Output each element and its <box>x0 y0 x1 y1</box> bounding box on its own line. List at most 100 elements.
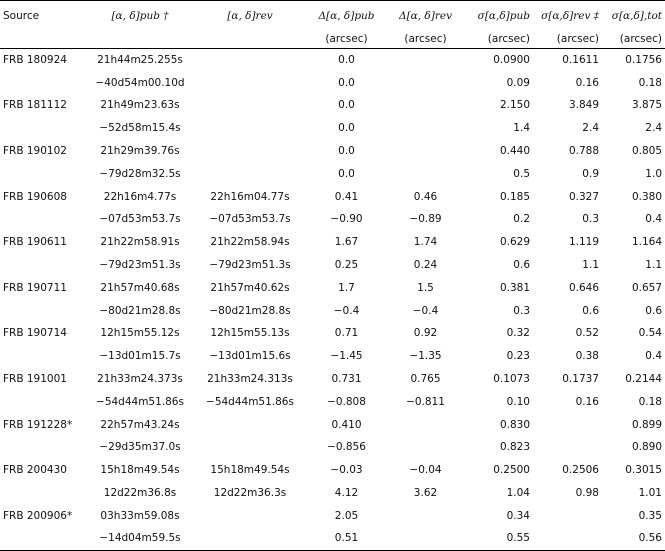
cell-offset-revised <box>387 162 464 185</box>
table-row: −07d53m53.7s −07d53m53.7s −0.90 −0.89 0.2 0.3… <box>0 208 665 231</box>
cell-sigma-total: 0.890 <box>631 441 662 454</box>
table-row: −79d23m51.3s −79d23m51.3s 0.25 0.24 0.6 1.1 1.… <box>0 254 665 277</box>
cell-offset-revised: −0.89 <box>409 213 442 226</box>
cell-position-revised <box>194 413 306 436</box>
cell-offset-published: 0.410 <box>331 418 362 431</box>
cell-source: FRB 190102 <box>3 145 67 158</box>
cell-position-published: 15h18m49.54s <box>100 464 180 477</box>
cell-source <box>0 527 86 550</box>
cell-position-revised: −80d21m28.8s <box>209 304 291 317</box>
cell-sigma-revised <box>533 504 602 527</box>
cell-offset-revised: 3.62 <box>413 487 438 500</box>
cell-sigma-published: 2.150 <box>499 99 530 112</box>
header-position-revised: [α, δ]rev <box>227 9 273 22</box>
cell-sigma-revised: 0.1737 <box>562 373 599 386</box>
cell-sigma-revised: 1.1 <box>582 259 599 272</box>
cell-offset-published: 0.0 <box>338 99 355 112</box>
cell-position-published: −79d23m51.3s <box>99 259 181 272</box>
table-row: FRB 190611 21h22m58.91s 21h22m58.94s 1.67 1.… <box>0 231 665 254</box>
cell-position-revised: −13d01m15.6s <box>209 350 291 363</box>
header-sigma-published: σ[α,δ]pub <box>477 9 530 22</box>
cell-position-published: 12d22m36.8s <box>103 487 177 500</box>
cell-offset-revised <box>387 436 464 459</box>
unit-position-published <box>86 31 194 49</box>
cell-sigma-total: 1.01 <box>638 487 662 500</box>
cell-offset-published: −0.4 <box>333 304 360 317</box>
cell-offset-revised: 1.74 <box>413 236 438 249</box>
table-row: FRB 180924 21h44m25.255s 0.0 0.0900 0.1611 0.… <box>0 49 665 72</box>
cell-source <box>0 345 86 368</box>
cell-source: FRB 191001 <box>3 373 67 386</box>
cell-sigma-published: 1.04 <box>506 487 530 500</box>
cell-position-revised: −54d44m51.86s <box>206 395 294 408</box>
cell-position-revised <box>194 71 306 94</box>
table-row: −79d28m32.5s 0.0 0.5 0.9 1.0 <box>0 162 665 185</box>
cell-sigma-published: 0.34 <box>506 509 530 522</box>
cell-offset-published: 1.67 <box>334 236 359 249</box>
cell-source: FRB 200906* <box>3 509 73 522</box>
cell-offset-revised <box>387 49 464 72</box>
cell-sigma-total: 0.805 <box>631 145 662 158</box>
table-row: FRB 181112 21h49m23.63s 0.0 2.150 3.849 3.875 <box>0 94 665 117</box>
cell-sigma-total: 1.164 <box>631 236 662 249</box>
header-offset-revised: Δ[α, δ]rev <box>398 9 453 22</box>
cell-sigma-revised: 0.788 <box>568 145 599 158</box>
cell-offset-revised: −0.811 <box>406 395 445 408</box>
cell-sigma-total: 1.1 <box>645 259 662 272</box>
cell-position-published: 21h22m58.91s <box>100 236 180 249</box>
cell-sigma-published: 1.4 <box>513 122 530 135</box>
cell-sigma-revised: 0.16 <box>575 76 599 89</box>
cell-offset-published: 0.25 <box>334 259 359 272</box>
cell-position-revised <box>194 504 306 527</box>
cell-offset-revised: −0.4 <box>412 304 439 317</box>
cell-offset-revised: 0.92 <box>413 327 438 340</box>
cell-source <box>0 436 86 459</box>
unit-sigma-published: (arcsec) <box>487 33 530 46</box>
cell-sigma-revised <box>533 436 602 459</box>
cell-position-published: 22h57m43.24s <box>100 418 180 431</box>
cell-offset-published: −0.856 <box>327 441 366 454</box>
cell-sigma-total: 0.35 <box>638 509 662 522</box>
cell-sigma-revised: 0.52 <box>575 327 599 340</box>
cell-position-published: 21h57m40.68s <box>100 281 180 294</box>
cell-offset-revised: 0.46 <box>413 190 438 203</box>
cell-position-revised <box>194 436 306 459</box>
header-sigma-total: σ[α,δ],tot <box>611 9 662 22</box>
cell-position-revised: 22h16m04.77s <box>210 190 290 203</box>
cell-position-published: −07d53m53.7s <box>99 213 181 226</box>
cell-sigma-revised <box>533 527 602 550</box>
cell-sigma-revised: 3.849 <box>568 99 599 112</box>
table-row: −80d21m28.8s −80d21m28.8s −0.4 −0.4 0.3 0.6 0.… <box>0 299 665 322</box>
cell-position-published: 12h15m55.12s <box>100 327 180 340</box>
cell-offset-published: −0.808 <box>327 395 366 408</box>
cell-sigma-total: 0.56 <box>638 532 662 545</box>
cell-position-revised: 12h15m55.13s <box>210 327 290 340</box>
cell-sigma-total: 0.899 <box>631 418 662 431</box>
cell-position-published: 21h29m39.76s <box>100 145 180 158</box>
cell-sigma-total: 1.0 <box>645 167 662 180</box>
table-row: FRB 190608 22h16m4.77s 22h16m04.77s 0.41 0.4… <box>0 185 665 208</box>
cell-offset-published: −0.03 <box>330 464 363 477</box>
table-row: −14d04m59.5s 0.51 0.55 0.56 <box>0 527 665 551</box>
cell-position-published: −14d04m59.5s <box>99 532 181 545</box>
cell-position-revised <box>194 49 306 72</box>
unit-source <box>0 31 86 49</box>
cell-sigma-total: 3.875 <box>631 99 662 112</box>
cell-position-revised: −07d53m53.7s <box>209 213 291 226</box>
table-row: FRB 190711 21h57m40.68s 21h57m40.62s 1.7 1.5… <box>0 276 665 299</box>
cell-position-revised: 21h22m58.94s <box>210 236 290 249</box>
cell-sigma-total: 0.3015 <box>625 464 662 477</box>
cell-offset-revised <box>387 71 464 94</box>
cell-offset-published: 4.12 <box>334 487 359 500</box>
table-row: FRB 191001 21h33m24.373s 21h33m24.313s 0.73… <box>0 368 665 391</box>
cell-position-published: −54d44m51.86s <box>96 395 184 408</box>
cell-sigma-revised: 0.38 <box>575 350 599 363</box>
cell-offset-published: 0.71 <box>334 327 359 340</box>
cell-source: FRB 190611 <box>3 236 67 249</box>
unit-sigma-revised: (arcsec) <box>556 33 599 46</box>
cell-offset-revised: 0.765 <box>410 373 441 386</box>
cell-source: FRB 190711 <box>3 281 67 294</box>
cell-sigma-total: 0.2144 <box>625 373 662 386</box>
cell-source <box>0 71 86 94</box>
cell-sigma-total: 0.4 <box>645 350 662 363</box>
